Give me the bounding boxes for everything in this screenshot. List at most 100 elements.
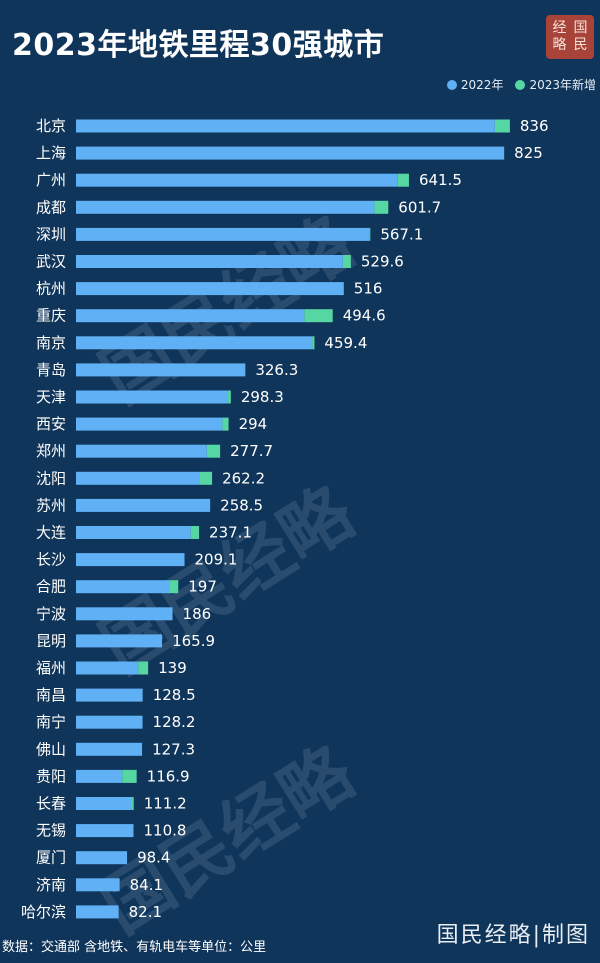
bar-2022 — [76, 661, 139, 675]
bar-2023-added — [494, 119, 510, 133]
bar-2022 — [76, 227, 370, 241]
bar-2023-added — [199, 471, 213, 485]
value-label: 516 — [354, 280, 383, 298]
category-label: 宁波 — [36, 605, 66, 623]
value-label: 186 — [183, 605, 212, 623]
bar-2023-added — [397, 173, 409, 187]
bar-2022 — [76, 417, 223, 431]
value-label: 111.2 — [144, 795, 187, 813]
bar-2022 — [76, 824, 134, 838]
category-label: 南宁 — [36, 713, 66, 731]
value-label: 209.1 — [195, 551, 238, 569]
legend-item-2022: 2022年 — [446, 76, 504, 93]
bar-2022 — [76, 797, 133, 810]
bar-2022 — [76, 146, 505, 160]
bar-2022 — [76, 526, 191, 539]
value-label: 825 — [514, 144, 543, 162]
legend-label-2023-added: 2023年新增 — [529, 78, 596, 92]
bar-2022 — [76, 173, 398, 187]
bar-2022 — [76, 498, 211, 512]
bar-2023-added — [222, 417, 229, 431]
bar-2022 — [76, 715, 143, 729]
value-label: 258.5 — [220, 496, 263, 514]
legend-item-2023-added: 2023年新增 — [515, 76, 596, 93]
value-label: 494.6 — [343, 307, 386, 325]
value-label: 128.2 — [153, 713, 196, 731]
seal-char: 民 — [573, 37, 588, 53]
category-label: 长春 — [36, 795, 66, 813]
category-label: 苏州 — [36, 496, 66, 514]
category-label: 哈尔滨 — [21, 903, 66, 921]
value-label: 262.2 — [222, 469, 265, 487]
category-label: 南昌 — [36, 686, 66, 704]
bar-2022 — [76, 769, 123, 783]
category-label: 昆明 — [36, 632, 66, 650]
bar-2023-added — [304, 309, 333, 323]
bar-2022 — [76, 471, 200, 485]
bar-2022 — [76, 580, 170, 594]
category-label: 福州 — [36, 659, 66, 677]
value-label: 601.7 — [398, 198, 441, 216]
category-label: 深圳 — [36, 225, 66, 243]
bar-2022 — [76, 363, 246, 377]
bar-2022 — [76, 255, 343, 268]
bar-2023-added — [132, 797, 134, 810]
category-label: 沈阳 — [36, 469, 66, 487]
category-label: 武汉 — [36, 253, 66, 271]
bar-2023-added — [138, 661, 149, 675]
category-label: 贵阳 — [36, 767, 66, 785]
category-label: 青岛 — [36, 361, 66, 379]
bar-2023-added — [369, 227, 371, 241]
category-label: 杭州 — [36, 280, 66, 298]
bar-2022 — [76, 878, 120, 892]
legend-swatch-2022 — [446, 79, 457, 90]
data-source-note: 数据：交通部 含地铁、有轨电车等单位：公里 — [2, 940, 267, 955]
brand-seal-logo: 经 国 略 民 — [546, 15, 594, 59]
bar-2022 — [76, 553, 185, 567]
bar-2023-added — [342, 255, 351, 268]
bar-2023-added — [122, 769, 137, 783]
category-label: 无锡 — [36, 822, 66, 840]
bar-2022 — [76, 851, 128, 865]
bar-2022 — [76, 742, 143, 756]
value-label: 298.3 — [241, 388, 284, 406]
bar-chart: 北京 836 上海 825 广州 641.5 成都 601.7 深圳 567.1 武汉 529.6 杭州… — [21, 117, 549, 921]
value-label: 98.4 — [137, 849, 170, 867]
value-label: 84.1 — [130, 876, 163, 894]
value-label: 641.5 — [419, 171, 462, 189]
bar-2022 — [76, 390, 229, 404]
bar-2022 — [76, 905, 119, 919]
bar-2022 — [76, 200, 375, 214]
value-label: 82.1 — [129, 903, 162, 921]
bar-2022 — [76, 688, 143, 702]
bar-2022 — [76, 607, 173, 621]
value-label: 459.4 — [324, 334, 367, 352]
category-label: 成都 — [36, 198, 66, 216]
bar-2022 — [76, 336, 313, 350]
value-label: 294 — [239, 415, 268, 433]
bar-2022 — [76, 634, 163, 648]
category-label: 济南 — [36, 876, 66, 894]
value-label: 165.9 — [172, 632, 215, 650]
category-label: 大连 — [36, 524, 66, 542]
category-label: 上海 — [36, 144, 66, 162]
bar-2023-added — [190, 526, 200, 539]
value-label: 139 — [158, 659, 187, 677]
category-label: 重庆 — [36, 307, 66, 325]
value-label: 326.3 — [255, 361, 298, 379]
category-label: 天津 — [36, 388, 66, 406]
bar-2023-added — [312, 336, 315, 350]
seal-char: 略 — [552, 37, 567, 53]
value-label: 529.6 — [361, 253, 404, 271]
value-label: 197 — [188, 578, 217, 596]
bar-2023-added — [169, 580, 179, 594]
legend-label-2022: 2022年 — [460, 78, 504, 92]
bar-2022 — [76, 444, 207, 458]
brand-credit: 国民经略|制图 — [436, 923, 590, 948]
value-label: 277.7 — [230, 442, 273, 460]
category-label: 合肥 — [36, 578, 66, 596]
category-label: 佛山 — [36, 740, 66, 758]
category-label: 北京 — [36, 117, 66, 135]
legend-swatch-2023-added — [515, 79, 526, 90]
category-label: 西安 — [36, 415, 66, 433]
